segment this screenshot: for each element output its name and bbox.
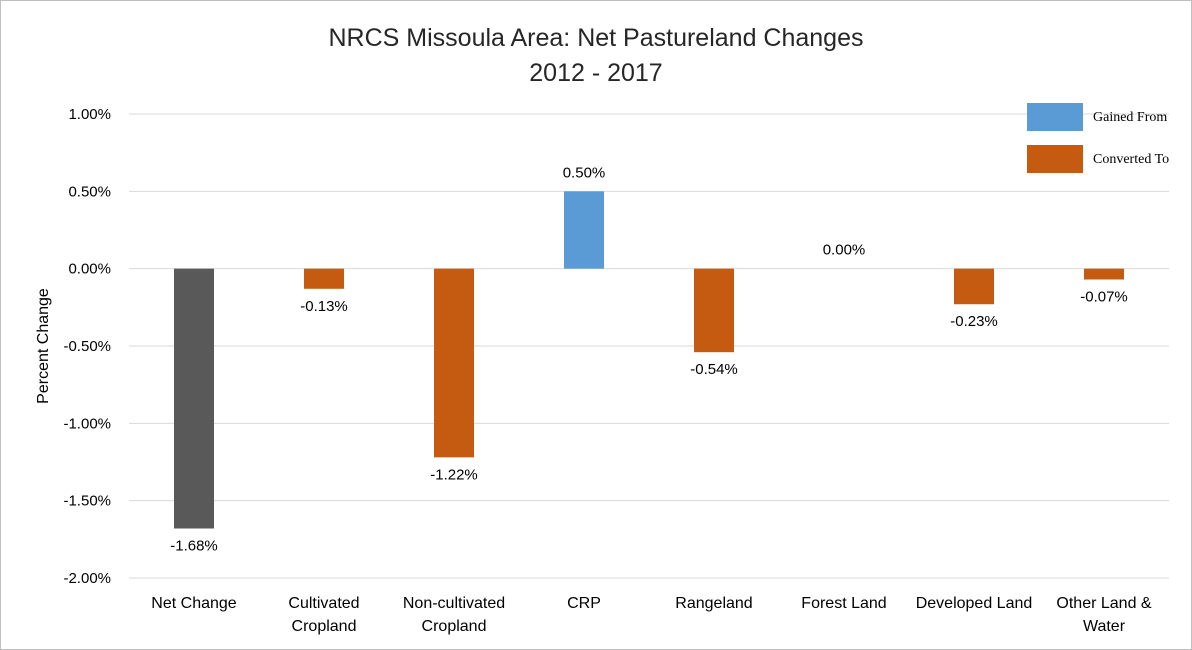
chart-title-line1: NRCS Missoula Area: Net Pastureland Chan…: [329, 24, 864, 52]
data-label: 0.00%: [823, 242, 866, 259]
x-tick-label-line: Rangeland: [675, 595, 752, 612]
legend-label: Gained From: [1093, 110, 1167, 125]
x-tick-label-line: Forest Land: [801, 595, 886, 612]
legend-label: Converted To: [1093, 152, 1169, 167]
bar: [954, 268, 994, 305]
y-tick-label: -1.00%: [63, 415, 111, 432]
x-tick-label: Other Land & Water: [1056, 595, 1152, 635]
data-label: 0.50%: [563, 164, 606, 181]
x-tick-label-line: Other Land &: [1056, 595, 1152, 612]
data-labels: -1.68% -0.13% -1.22% 0.50% -0.54% 0.00% -0.23%…: [170, 164, 1128, 554]
legend-swatch: [1027, 103, 1083, 131]
x-tick-label: Developed Land: [916, 595, 1033, 612]
y-tick-label: 1.00%: [68, 106, 111, 123]
x-tick-label-line: Cropland: [292, 618, 357, 635]
chart-title-line2: 2012 - 2017: [529, 59, 662, 87]
bar: [174, 268, 214, 529]
bar: [694, 268, 734, 353]
data-label: -0.54%: [690, 361, 738, 378]
bar: [304, 268, 344, 289]
data-label: -0.07%: [1080, 288, 1128, 305]
x-tick-label: Rangeland: [675, 595, 752, 612]
x-tick-label-line: CRP: [567, 595, 601, 612]
data-label: -0.23%: [950, 313, 998, 330]
x-tick-label-line: Non-cultivated: [403, 595, 505, 612]
y-tick-label: -2.00%: [63, 570, 111, 587]
bar: [1084, 268, 1124, 280]
y-tick-label: -1.50%: [63, 493, 111, 510]
data-label: -0.13%: [300, 298, 348, 315]
data-label: -1.68%: [170, 538, 218, 555]
x-tick-labels: Net Change Cultivated CroplandNon-cultivat…: [151, 595, 1152, 635]
x-tick-label-line: Water: [1083, 618, 1126, 635]
bar: [564, 191, 604, 269]
bars: [174, 191, 1124, 529]
x-tick-label: CRP: [567, 595, 601, 612]
data-label: -1.22%: [430, 466, 478, 483]
legend-swatch: [1027, 145, 1083, 173]
x-tick-label-line: Cropland: [422, 618, 487, 635]
x-tick-label: Non-cultivated Cropland: [403, 595, 505, 635]
y-tick-labels: 1.00% 0.50% 0.00% -0.50% -1.00% -1.50% -2.00%: [63, 106, 111, 587]
x-tick-label-line: Cultivated: [288, 595, 359, 612]
legend: Gained From Converted To: [1027, 103, 1169, 173]
y-axis-label: Percent Change: [35, 288, 52, 404]
x-tick-label: Net Change: [151, 595, 236, 612]
y-tick-label: 0.50%: [68, 183, 111, 200]
x-tick-label-line: Developed Land: [916, 595, 1033, 612]
x-tick-label-line: Net Change: [151, 595, 236, 612]
x-tick-label: Forest Land: [801, 595, 886, 612]
y-tick-label: -0.50%: [63, 338, 111, 355]
y-tick-label: 0.00%: [68, 261, 111, 278]
x-tick-label: Cultivated Cropland: [288, 595, 359, 635]
bar: [434, 268, 474, 458]
grid-lines: [129, 113, 1169, 579]
